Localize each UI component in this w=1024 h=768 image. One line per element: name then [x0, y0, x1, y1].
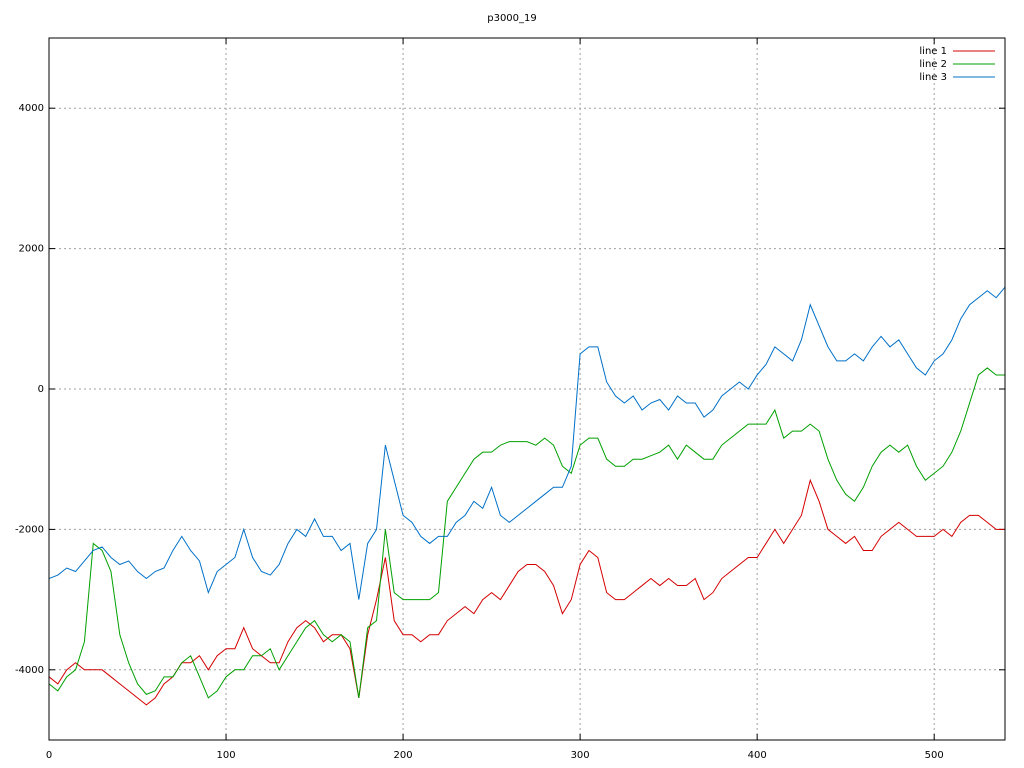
- x-tick-label: 400: [748, 750, 767, 761]
- y-tick-label: 2000: [19, 244, 44, 255]
- y-tick-label: 0: [38, 384, 44, 395]
- y-tick-label: -4000: [15, 665, 44, 676]
- chart-title: p3000_19: [487, 13, 537, 24]
- legend-label: line 3: [919, 72, 947, 83]
- x-tick-label: 200: [394, 750, 413, 761]
- x-tick-label: 500: [925, 750, 944, 761]
- legend-label: line 1: [919, 46, 947, 57]
- y-tick-label: -2000: [15, 524, 44, 535]
- y-tick-label: 4000: [19, 103, 44, 114]
- x-tick-label: 0: [46, 750, 52, 761]
- x-tick-label: 100: [216, 750, 235, 761]
- plot-border: [48, 37, 1006, 741]
- x-tick-label: 300: [571, 750, 590, 761]
- series-line: [48, 478, 1005, 706]
- series-line: [48, 286, 1006, 600]
- series-line: [48, 367, 1005, 699]
- legend-label: line 2: [919, 59, 947, 70]
